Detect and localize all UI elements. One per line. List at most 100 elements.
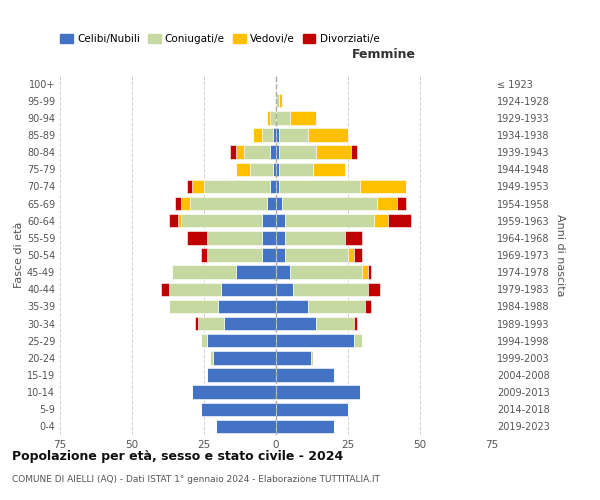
Bar xyxy=(354,248,362,262)
Bar xyxy=(276,146,279,159)
Bar xyxy=(190,197,268,210)
Y-axis label: Anni di nascita: Anni di nascita xyxy=(555,214,565,296)
Bar xyxy=(236,146,244,159)
Bar xyxy=(279,180,359,193)
Bar xyxy=(377,197,397,210)
Bar xyxy=(207,334,276,347)
Bar xyxy=(308,128,348,141)
Bar xyxy=(187,180,193,193)
Bar xyxy=(374,214,388,228)
Bar xyxy=(207,368,276,382)
Bar xyxy=(221,282,276,296)
Bar xyxy=(354,317,356,330)
Bar xyxy=(204,180,270,193)
Bar xyxy=(181,197,190,210)
Bar xyxy=(236,266,276,279)
Bar xyxy=(270,180,276,193)
Bar xyxy=(207,231,262,244)
Bar xyxy=(262,214,276,228)
Bar xyxy=(397,197,406,210)
Bar xyxy=(284,214,374,228)
Bar xyxy=(201,248,207,262)
Y-axis label: Fasce di età: Fasce di età xyxy=(14,222,24,288)
Legend: Celibi/Nubili, Coniugati/e, Vedovi/e, Divorziati/e: Celibi/Nubili, Coniugati/e, Vedovi/e, Di… xyxy=(56,30,383,48)
Bar xyxy=(276,386,359,399)
Bar xyxy=(201,402,276,416)
Bar xyxy=(276,231,284,244)
Bar xyxy=(244,146,270,159)
Bar xyxy=(276,162,279,176)
Bar xyxy=(279,128,308,141)
Bar xyxy=(276,351,311,364)
Bar xyxy=(276,128,279,141)
Bar xyxy=(368,266,371,279)
Bar xyxy=(218,300,276,313)
Bar xyxy=(181,214,262,228)
Bar xyxy=(290,111,316,124)
Bar xyxy=(276,334,354,347)
Bar xyxy=(293,282,368,296)
Bar xyxy=(316,317,354,330)
Bar xyxy=(178,214,181,228)
Bar xyxy=(230,146,236,159)
Bar xyxy=(236,162,250,176)
Bar xyxy=(270,146,276,159)
Bar xyxy=(161,282,169,296)
Bar xyxy=(175,197,181,210)
Bar xyxy=(276,402,348,416)
Text: Popolazione per età, sesso e stato civile - 2024: Popolazione per età, sesso e stato civil… xyxy=(12,450,343,463)
Bar xyxy=(187,231,207,244)
Bar xyxy=(253,128,262,141)
Bar xyxy=(279,162,313,176)
Bar xyxy=(308,300,365,313)
Bar xyxy=(210,351,212,364)
Bar xyxy=(201,334,207,347)
Bar xyxy=(276,94,279,108)
Bar xyxy=(351,146,356,159)
Bar xyxy=(198,317,224,330)
Text: COMUNE DI AIELLI (AQ) - Dati ISTAT 1° gennaio 2024 - Elaborazione TUTTITALIA.IT: COMUNE DI AIELLI (AQ) - Dati ISTAT 1° ge… xyxy=(12,475,380,484)
Bar xyxy=(212,351,276,364)
Bar xyxy=(276,266,290,279)
Bar xyxy=(388,214,412,228)
Bar xyxy=(273,128,276,141)
Bar xyxy=(348,248,354,262)
Bar xyxy=(276,420,334,433)
Text: Femmine: Femmine xyxy=(352,48,416,60)
Bar xyxy=(273,162,276,176)
Bar xyxy=(276,180,279,193)
Bar xyxy=(207,248,262,262)
Bar xyxy=(268,197,276,210)
Bar xyxy=(359,180,406,193)
Bar xyxy=(224,317,276,330)
Bar xyxy=(362,266,368,279)
Bar xyxy=(354,334,362,347)
Bar xyxy=(282,197,377,210)
Bar xyxy=(276,248,284,262)
Bar xyxy=(276,214,284,228)
Bar xyxy=(276,111,290,124)
Bar xyxy=(270,111,276,124)
Bar xyxy=(279,146,316,159)
Bar xyxy=(290,266,362,279)
Bar xyxy=(196,317,198,330)
Bar xyxy=(276,197,282,210)
Bar xyxy=(284,231,345,244)
Bar xyxy=(365,300,371,313)
Bar xyxy=(276,317,316,330)
Bar xyxy=(262,248,276,262)
Bar xyxy=(193,386,276,399)
Bar xyxy=(316,146,351,159)
Bar xyxy=(250,162,273,176)
Bar xyxy=(215,420,276,433)
Bar xyxy=(262,128,273,141)
Bar xyxy=(169,214,178,228)
Bar xyxy=(279,94,282,108)
Bar xyxy=(284,248,348,262)
Bar xyxy=(262,231,276,244)
Bar xyxy=(172,266,236,279)
Bar xyxy=(169,300,218,313)
Bar xyxy=(313,162,345,176)
Bar xyxy=(368,282,380,296)
Bar xyxy=(268,111,270,124)
